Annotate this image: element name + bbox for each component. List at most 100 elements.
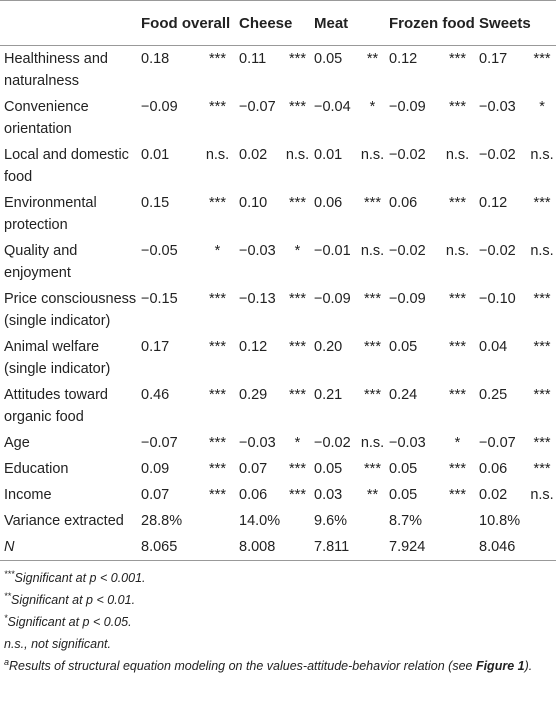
significance: *** <box>289 387 306 403</box>
coefficient: −0.07 <box>141 435 178 451</box>
table-row: Local and domestic food 0.01 n.s. 0.02 n.s. 0… <box>0 142 556 190</box>
coefficient: −0.10 <box>479 291 516 307</box>
coefficient: 0.06 <box>239 487 268 503</box>
footnotes: ***Significant at p < 0.001. **Significan… <box>0 561 556 675</box>
significance: n.s. <box>530 487 554 503</box>
significance: *** <box>209 387 226 403</box>
table-row: Environmental protection 0.15 *** 0.10 *** 0.… <box>0 190 556 238</box>
coefficient: −0.02 <box>389 243 426 259</box>
significance: * <box>294 243 301 259</box>
coefficient: 0.25 <box>479 387 508 403</box>
summary-value: 8.008 <box>239 539 276 555</box>
coefficient: −0.13 <box>239 291 276 307</box>
footnote-text: Significant at p < 0.001. <box>14 571 146 585</box>
significance: *** <box>364 195 381 211</box>
significance: *** <box>209 195 226 211</box>
significance: *** <box>533 339 551 355</box>
coefficient: −0.09 <box>314 291 351 307</box>
coefficient: −0.02 <box>479 243 516 259</box>
footnote-text: Results of structural equation modeling … <box>9 659 476 673</box>
significance: * <box>454 435 461 451</box>
significance: *** <box>289 195 306 211</box>
header-row: Food overall Cheese Meat Frozen food Sweets <box>0 0 556 46</box>
footnote-text: Significant at p < 0.01. <box>11 593 136 607</box>
column-header: Meat <box>310 0 385 46</box>
footnote: **Significant at p < 0.01. <box>4 589 552 611</box>
coefficient: 0.17 <box>479 51 508 67</box>
row-label: Environmental protection <box>4 195 97 233</box>
coefficient: −0.02 <box>389 147 426 163</box>
row-label: Variance extracted <box>4 513 124 529</box>
significance: * <box>294 435 301 451</box>
significance: *** <box>209 99 226 115</box>
footnote-text: Significant at p < 0.05. <box>7 615 132 629</box>
significance: ** <box>366 51 379 67</box>
significance: n.s. <box>205 147 230 163</box>
significance: * <box>214 243 221 259</box>
coefficient: 0.12 <box>239 339 268 355</box>
significance: n.s. <box>360 147 385 163</box>
significance: *** <box>533 435 551 451</box>
coefficient: 0.29 <box>239 387 268 403</box>
significance: *** <box>289 339 306 355</box>
row-label: Local and domestic food <box>4 147 129 185</box>
significance: n.s. <box>285 147 310 163</box>
coefficient: 0.10 <box>239 195 268 211</box>
column-header: Food overall <box>137 0 235 46</box>
table-row: Quality and enjoyment −0.05 * −0.03 * −0.01 n.… <box>0 238 556 286</box>
coefficient: 0.06 <box>479 461 508 477</box>
significance: *** <box>289 461 306 477</box>
table-row: Attitudes toward organic food 0.46 *** 0.29… <box>0 382 556 430</box>
footnote: aResults of structural equation modeling… <box>4 657 552 675</box>
coefficient: −0.02 <box>314 435 351 451</box>
footnote-mark: * <box>4 612 8 623</box>
significance: n.s. <box>445 147 470 163</box>
significance: * <box>539 99 545 115</box>
coefficient: 0.12 <box>389 51 418 67</box>
row-label: Healthiness and naturalness <box>4 51 108 89</box>
summary-value: 7.811 <box>314 539 350 555</box>
table-row: Age −0.07 *** −0.03 * −0.02 n.s. −0.03 * −0.07 *** <box>0 430 556 456</box>
summary-value: 7.924 <box>389 539 426 555</box>
summary-value: 8.046 <box>479 539 516 555</box>
coefficient: 0.09 <box>141 461 170 477</box>
row-label: Education <box>4 461 69 477</box>
results-table: Food overall Cheese Meat Frozen food Sweets … <box>0 0 556 561</box>
table-row: Variance extracted 28.8% 14.0% 9.6% 8.7% 10.8… <box>0 508 556 534</box>
row-label: Income <box>4 487 52 503</box>
row-label: Price consciousness (single indicator) <box>4 291 137 329</box>
coefficient: 0.05 <box>389 461 418 477</box>
coefficient: 0.05 <box>314 51 343 67</box>
coefficient: −0.01 <box>314 243 351 259</box>
significance: n.s. <box>530 243 554 259</box>
significance: *** <box>209 461 226 477</box>
significance: *** <box>449 339 466 355</box>
coefficient: −0.09 <box>389 291 426 307</box>
summary-value: 14.0% <box>239 513 281 529</box>
coefficient: −0.03 <box>389 435 426 451</box>
significance: *** <box>449 387 466 403</box>
footnote: *Significant at p < 0.05. <box>4 611 552 633</box>
footnote: n.s., not significant. <box>4 633 552 655</box>
significance: *** <box>364 291 381 307</box>
coefficient: 0.07 <box>141 487 170 503</box>
row-label: Animal welfare (single indicator) <box>4 339 111 377</box>
table-row: Healthiness and naturalness 0.18 *** 0.11 **… <box>0 46 556 95</box>
coefficient: −0.03 <box>239 243 276 259</box>
table-row: N 8.065 8.008 7.811 7.924 8.046 <box>0 534 556 561</box>
coefficient: 0.05 <box>389 339 418 355</box>
coefficient: 0.06 <box>389 195 418 211</box>
significance: *** <box>449 291 466 307</box>
coefficient: −0.09 <box>141 99 178 115</box>
significance: *** <box>209 291 226 307</box>
significance: *** <box>449 51 466 67</box>
table-body: Healthiness and naturalness 0.18 *** 0.11 **… <box>0 46 556 561</box>
coefficient: 0.46 <box>141 387 170 403</box>
significance: *** <box>533 387 551 403</box>
row-label: Attitudes toward organic food <box>4 387 108 425</box>
coefficient: 0.02 <box>239 147 268 163</box>
significance: *** <box>209 51 226 67</box>
row-label: Convenience orientation <box>4 99 89 137</box>
corner <box>0 0 137 46</box>
table-row: Animal welfare (single indicator) 0.17 ***… <box>0 334 556 382</box>
